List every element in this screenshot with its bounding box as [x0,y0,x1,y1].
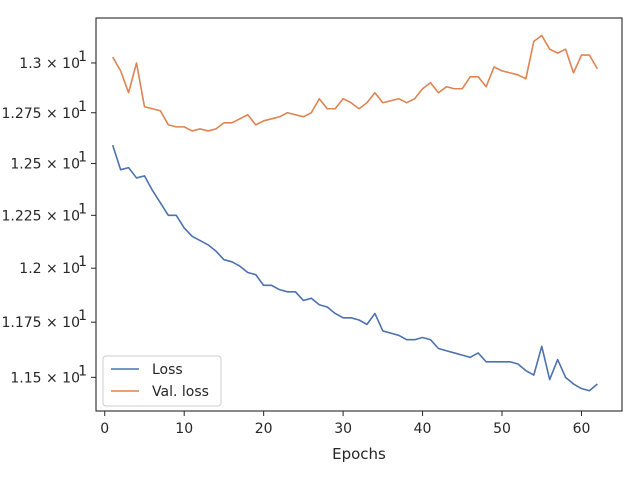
x-axis-ticks: 0 10 20 30 40 50 60 [100,411,590,437]
y-tick-label: 1.225 × 10 [1,208,80,224]
y-tick-exponent: 1 [78,254,87,270]
y-tick-exponent: 1 [78,308,87,324]
series-line-loss [111,144,598,392]
y-tick-label: 1.2 × 10 [19,261,80,277]
x-tick-label: 50 [493,421,511,437]
series-line-val-loss [111,34,599,132]
y-tick-label: 1.15 × 10 [10,370,80,386]
x-axis-label: Epochs [332,445,386,463]
y-tick-label: 1.3 × 10 [19,56,80,72]
legend: Loss Val. loss [102,355,222,407]
y-tick-label: 1.25 × 10 [10,157,80,173]
x-tick-label: 20 [255,421,273,437]
y-tick-exponent: 1 [78,49,87,65]
legend-label: Val. loss [152,384,209,400]
series-layer [111,34,599,392]
x-tick-label: 40 [414,421,432,437]
y-tick-exponent: 1 [78,99,87,115]
legend-label: Loss [152,362,183,378]
y-tick-label: 1.175 × 10 [1,315,80,331]
x-tick-label: 10 [175,421,193,437]
y-tick-exponent: 1 [78,201,87,217]
x-tick-label: 60 [573,421,591,437]
y-tick-exponent: 1 [78,363,87,379]
y-tick-label: 1.275 × 10 [1,106,80,122]
x-tick-label: 30 [334,421,352,437]
y-tick-exponent: 1 [78,150,87,166]
x-tick-label: 0 [100,421,109,437]
axes-frame [95,17,623,412]
